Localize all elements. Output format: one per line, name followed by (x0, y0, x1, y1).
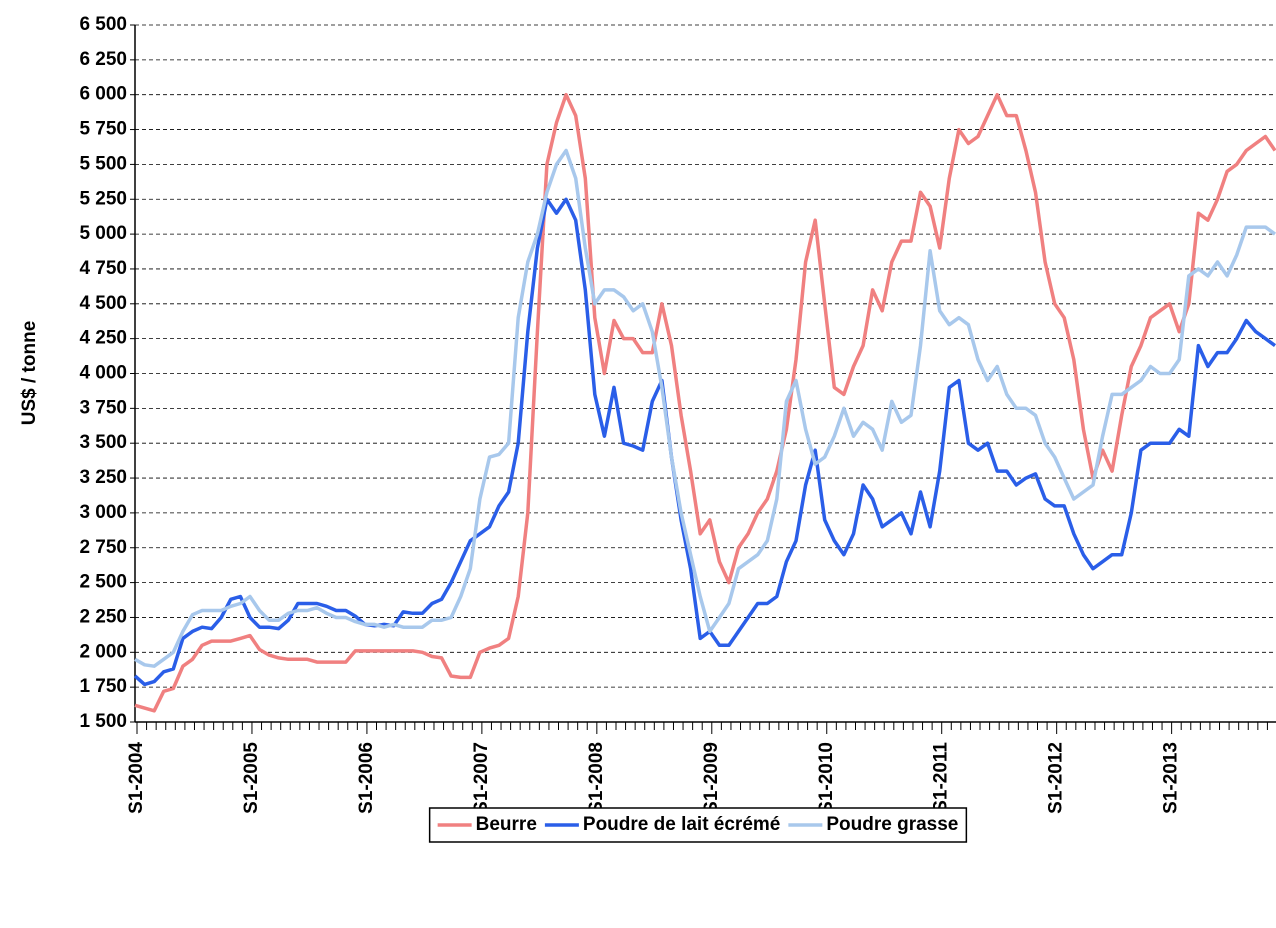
y-tick-label: 4 500 (79, 293, 127, 314)
legend: Beurre Poudre de lait écrémé Poudre grasse (428, 807, 968, 843)
y-tick-label: 6 000 (79, 84, 127, 105)
x-tick-label: S1-2013 (1161, 742, 1182, 814)
y-tick-label: 2 500 (79, 572, 127, 593)
x-tick-label: S1-2007 (471, 742, 492, 814)
y-tick-label: 3 500 (79, 432, 127, 453)
y-tick-label: 5 000 (79, 223, 127, 244)
x-tick-label: S1-2012 (1046, 742, 1067, 814)
x-tick-label: S1-2005 (241, 742, 262, 814)
series-line (133, 197, 1276, 687)
y-tick-label: 3 750 (79, 397, 127, 418)
y-tick-label: 4 750 (79, 258, 127, 279)
y-tick-label: 2 000 (79, 641, 127, 662)
y-tick-label: 5 500 (79, 153, 127, 174)
y-tick-label: 4 250 (79, 328, 127, 349)
y-tick-label: 2 250 (79, 606, 127, 627)
x-tick-label: S1-2008 (586, 742, 607, 814)
y-tick-label: 6 500 (79, 14, 127, 35)
x-tick-label: S1-2009 (701, 742, 722, 814)
legend-box (428, 807, 968, 843)
legend-label: Poudre grasse (826, 814, 958, 835)
y-tick-label: 1 500 (79, 711, 127, 732)
y-tick-label: 6 250 (79, 49, 127, 70)
series-line (134, 92, 1276, 713)
x-tick-label: S1-2010 (816, 742, 837, 814)
y-tick-label: 3 250 (79, 467, 127, 488)
y-tick-label: 5 750 (79, 119, 127, 140)
y-tick-label: 3 000 (79, 502, 127, 523)
y-tick-label: 2 750 (79, 537, 127, 558)
legend-label: Poudre de lait écrémé (583, 814, 780, 835)
x-tick-label: S1-2004 (126, 742, 147, 814)
y-tick-label: 1 750 (79, 676, 127, 697)
legend-label: Beurre (476, 814, 537, 835)
x-tick-label: S1-2011 (931, 742, 952, 813)
y-tick-label: 4 000 (79, 363, 127, 384)
y-tick-label: 5 250 (79, 188, 127, 209)
series-line (134, 148, 1276, 668)
x-tick-label: S1-2006 (356, 742, 377, 814)
y-axis-label: US$ / tonne (19, 321, 40, 426)
